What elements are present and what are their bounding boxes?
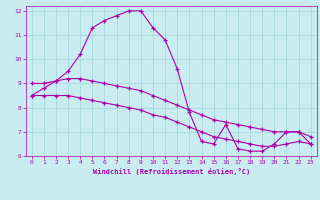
X-axis label: Windchill (Refroidissement éolien,°C): Windchill (Refroidissement éolien,°C): [92, 168, 250, 175]
